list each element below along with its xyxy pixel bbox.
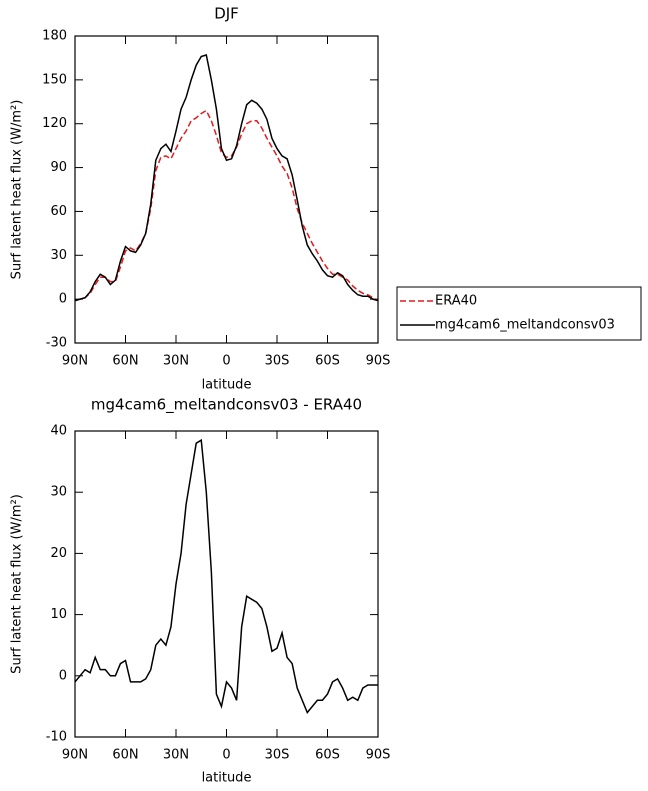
x-tick-label: 90S (366, 354, 391, 369)
y-tick-label: -30 (46, 336, 67, 351)
x-axis-label: latitude (202, 378, 252, 393)
y-tick-label: 180 (42, 29, 67, 44)
x-tick-label: 30N (163, 354, 189, 369)
y-tick-label: 150 (42, 72, 67, 87)
y-axis-label: Surf latent heat flux (W/m²) (10, 100, 25, 280)
x-tick-label: 90S (366, 748, 391, 763)
y-tick-label: 60 (50, 204, 67, 219)
y-tick-label: 20 (50, 546, 67, 561)
x-tick-label: 0 (222, 354, 230, 369)
y-axis-label: Surf latent heat flux (W/m²) (10, 494, 25, 674)
y-tick-label: 0 (59, 668, 67, 683)
y-tick-label: 0 (59, 292, 67, 307)
chart-title: mg4cam6_meltandconsv03 - ERA40 (91, 396, 362, 415)
x-tick-label: 30S (265, 354, 290, 369)
x-axis-label: latitude (202, 771, 252, 786)
plot-frame (74, 430, 379, 738)
data-line (74, 54, 379, 302)
y-tick-label: 40 (50, 424, 67, 439)
x-tick-label: 90N (62, 354, 88, 369)
x-tick-label: 30S (265, 748, 290, 763)
y-tick-label: 30 (50, 248, 67, 263)
y-tick-label: 90 (50, 160, 67, 175)
x-tick-label: 60N (112, 748, 138, 763)
y-tick-label: -10 (46, 730, 67, 745)
y-tick-label: 10 (50, 607, 67, 622)
legend-label: ERA40 (435, 294, 477, 309)
y-tick-label: 120 (42, 116, 67, 131)
data-line (74, 109, 379, 302)
x-tick-label: 90N (62, 748, 88, 763)
x-tick-label: 60S (315, 748, 340, 763)
legend-label: mg4cam6_meltandconsv03 (435, 318, 615, 333)
x-tick-label: 30N (163, 748, 189, 763)
legend-box (396, 286, 642, 341)
data-line (74, 438, 378, 714)
x-tick-label: 0 (222, 748, 230, 763)
x-tick-label: 60N (112, 354, 138, 369)
x-tick-label: 60S (315, 354, 340, 369)
plot-frame (74, 35, 379, 344)
chart-title: DJF (214, 5, 239, 23)
y-tick-label: 30 (50, 485, 67, 500)
